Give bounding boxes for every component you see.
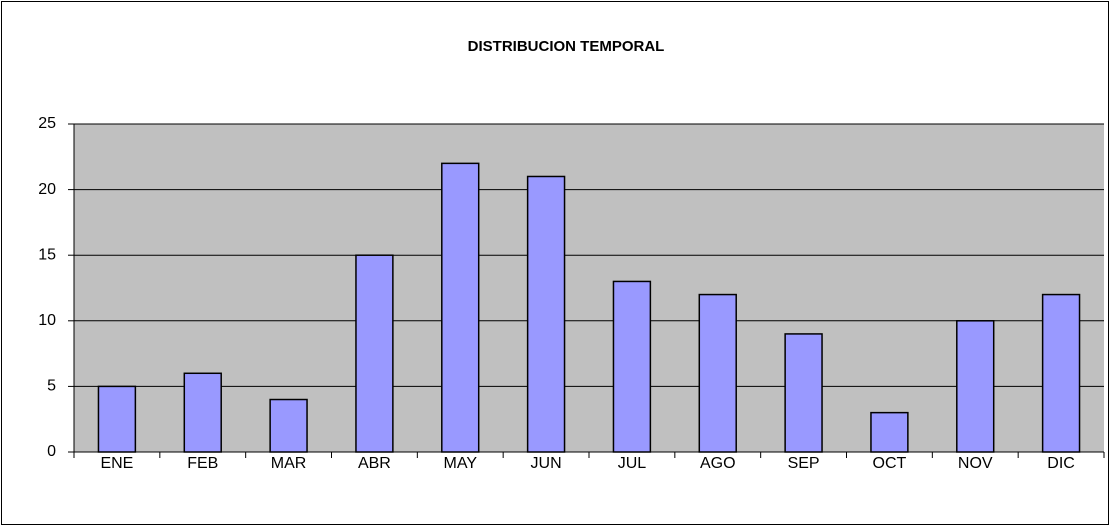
x-tick-label: MAY xyxy=(444,455,478,472)
y-tick-label: 15 xyxy=(38,246,56,263)
x-tick-label: DIC xyxy=(1047,455,1075,472)
x-tick-label: OCT xyxy=(873,455,907,472)
bar xyxy=(97,385,137,453)
y-tick-label: 25 xyxy=(38,115,56,132)
x-tick-label: NOV xyxy=(958,455,993,472)
x-tick-label: JUN xyxy=(531,455,562,472)
bar xyxy=(784,333,823,453)
chart-title: DISTRIBUCION TEMPORAL xyxy=(468,38,665,55)
bar xyxy=(269,398,308,453)
bar xyxy=(870,411,909,453)
bar xyxy=(1041,293,1081,453)
y-tick-label: 10 xyxy=(38,312,56,329)
x-tick-label: ENE xyxy=(100,455,133,472)
bar xyxy=(355,254,394,453)
bar xyxy=(698,293,737,453)
x-tick-label: JUL xyxy=(618,455,647,472)
bar xyxy=(441,162,480,453)
x-tick-label: ABR xyxy=(358,455,391,472)
bar xyxy=(956,320,995,453)
x-tick-label: SEP xyxy=(788,455,820,472)
bar xyxy=(526,175,566,453)
y-tick-label: 0 xyxy=(47,443,56,460)
bar xyxy=(183,372,222,453)
x-tick-label: AGO xyxy=(700,455,736,472)
y-tick-label: 5 xyxy=(47,378,56,395)
bar xyxy=(612,280,652,453)
y-tick-label: 20 xyxy=(38,181,56,198)
x-tick-label: MAR xyxy=(271,455,307,472)
x-tick-label: FEB xyxy=(187,455,218,472)
plot-area xyxy=(74,124,1104,452)
